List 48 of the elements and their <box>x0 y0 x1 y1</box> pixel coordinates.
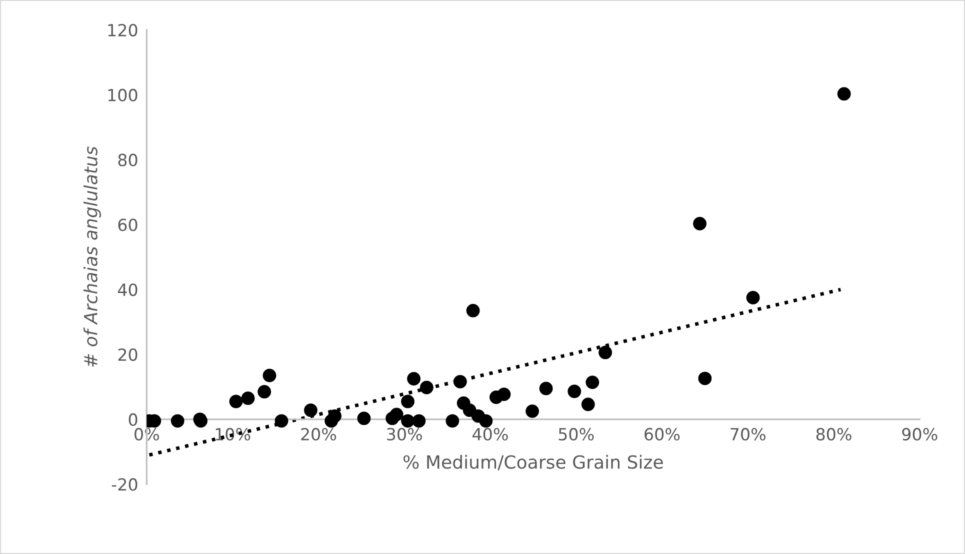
y-tick-label: 80 <box>118 154 138 166</box>
y-tick-label: 20 <box>118 348 138 361</box>
x-tick-label: 30% <box>387 428 422 441</box>
point <box>262 368 276 382</box>
point <box>241 392 255 405</box>
x-tick-label: 40% <box>472 428 508 441</box>
point <box>497 388 511 402</box>
y-axis-title: # of Archaias anglulatus <box>84 146 101 367</box>
point <box>693 216 706 230</box>
point <box>698 372 712 386</box>
x-tick-label: 80% <box>816 428 852 441</box>
point <box>258 385 272 398</box>
point <box>328 409 342 423</box>
y-tick-label: 40 <box>118 283 138 296</box>
point <box>581 398 595 412</box>
point <box>479 414 493 428</box>
point <box>526 404 540 418</box>
point <box>420 380 434 394</box>
point <box>401 394 414 408</box>
x-tick-label: 50% <box>558 428 594 441</box>
point <box>453 374 467 388</box>
point <box>598 346 612 360</box>
point <box>229 394 243 408</box>
x-tick-label: 20% <box>301 428 336 441</box>
x-tick-label: 90% <box>902 428 938 441</box>
point <box>746 290 760 304</box>
y-tick-label: 0 <box>128 413 138 426</box>
point <box>412 414 426 428</box>
x-tick-label: 60% <box>644 428 680 441</box>
point <box>446 414 460 428</box>
x-tick-label: 70% <box>730 428 766 441</box>
y-tick-label: 120 <box>108 24 138 36</box>
point <box>357 412 371 426</box>
y-tick-label: -20 <box>112 478 138 491</box>
point <box>274 414 288 428</box>
y-tick-label: 100 <box>108 88 138 102</box>
x-axis-title: % Medium/Coarse Grain Size <box>404 454 663 470</box>
y-tick-label: 60 <box>118 218 138 232</box>
point <box>568 384 582 398</box>
point <box>466 304 480 318</box>
point <box>304 404 318 417</box>
point <box>586 376 600 390</box>
point <box>170 414 184 428</box>
point <box>539 382 553 396</box>
point <box>407 372 420 386</box>
point <box>401 414 414 428</box>
point <box>390 408 404 422</box>
point <box>837 87 851 101</box>
